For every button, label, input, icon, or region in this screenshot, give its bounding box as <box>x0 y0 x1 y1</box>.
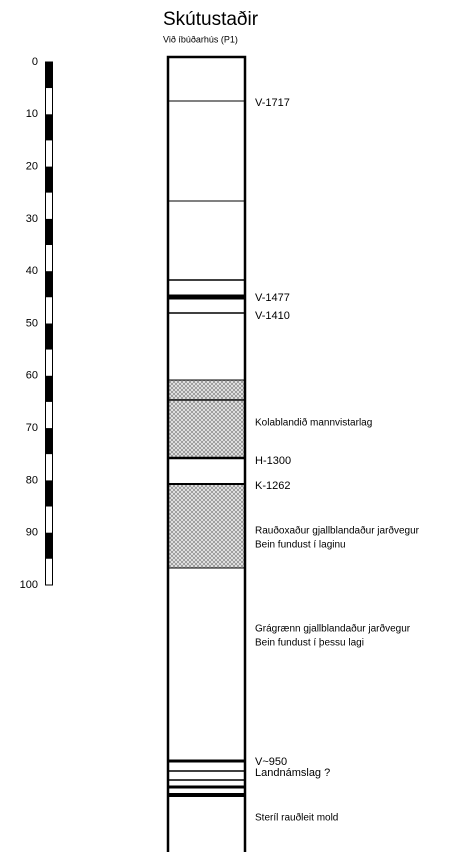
scale-segment <box>46 140 52 167</box>
scale-label: 70 <box>26 422 38 434</box>
scale-frame <box>45 61 53 586</box>
scale-segment <box>46 297 52 324</box>
layer-note: Bein fundust í þessu lagi <box>255 638 364 649</box>
layer-label: V~950 <box>255 756 287 768</box>
scale-segment <box>46 480 52 507</box>
layer-label: Landnámslag ? <box>255 767 330 779</box>
scale-segment <box>46 88 52 115</box>
scale-label: 40 <box>26 265 38 277</box>
scale-segment <box>46 532 52 559</box>
scale-label: 20 <box>26 161 38 173</box>
scale-segment <box>46 401 52 429</box>
scale-segment <box>46 454 52 481</box>
scale-segment <box>46 218 52 246</box>
layer-label: Kolablandið mannvistarlag <box>255 417 372 429</box>
layer-note: Bein fundust í laginu <box>255 540 346 551</box>
scale-label: 50 <box>26 317 38 329</box>
subtitle: Við íbúðarhús (P1) <box>163 34 238 44</box>
layer-label: V-1477 <box>255 292 290 304</box>
scale-segment <box>46 375 52 402</box>
layer-labels: V-1717 V-1477 V-1410 Kolablandið mannvis… <box>255 97 420 824</box>
title: Skútustaðir <box>163 9 259 30</box>
scale-label: 100 <box>20 579 38 591</box>
layer-label: Grágrænn gjallblandaður jarðvegur <box>255 623 411 635</box>
scale-label: 60 <box>26 370 38 382</box>
layer-label: K-1262 <box>255 480 290 492</box>
scale-segment <box>46 192 52 219</box>
scale-label: 10 <box>26 108 38 120</box>
layer-label: Steríl rauðleit mold <box>255 812 338 824</box>
layer-label: V-1717 <box>255 97 290 109</box>
scale-segment <box>46 506 52 533</box>
depth-scale: 0 10 20 30 40 50 60 70 80 90 100 <box>20 56 53 591</box>
scale-segment <box>46 245 52 272</box>
scale-segment <box>46 428 52 455</box>
scale-label: 80 <box>26 474 38 486</box>
layer-label: Rauðoxaður gjallblandaður jarðvegur <box>255 525 420 537</box>
layer-label: V-1410 <box>255 310 290 322</box>
scale-segment <box>46 62 52 89</box>
scale-segment <box>46 114 52 141</box>
scale-label: 90 <box>26 527 38 539</box>
scale-segment <box>46 558 52 585</box>
scale-segment <box>46 349 52 376</box>
column <box>166 55 247 852</box>
scale-segment <box>46 323 52 350</box>
scale-label: 30 <box>26 213 38 225</box>
scale-segment <box>46 166 52 193</box>
scale-segment <box>46 271 52 298</box>
scale-label: 0 <box>32 56 38 68</box>
layer-label: H-1300 <box>255 455 291 467</box>
